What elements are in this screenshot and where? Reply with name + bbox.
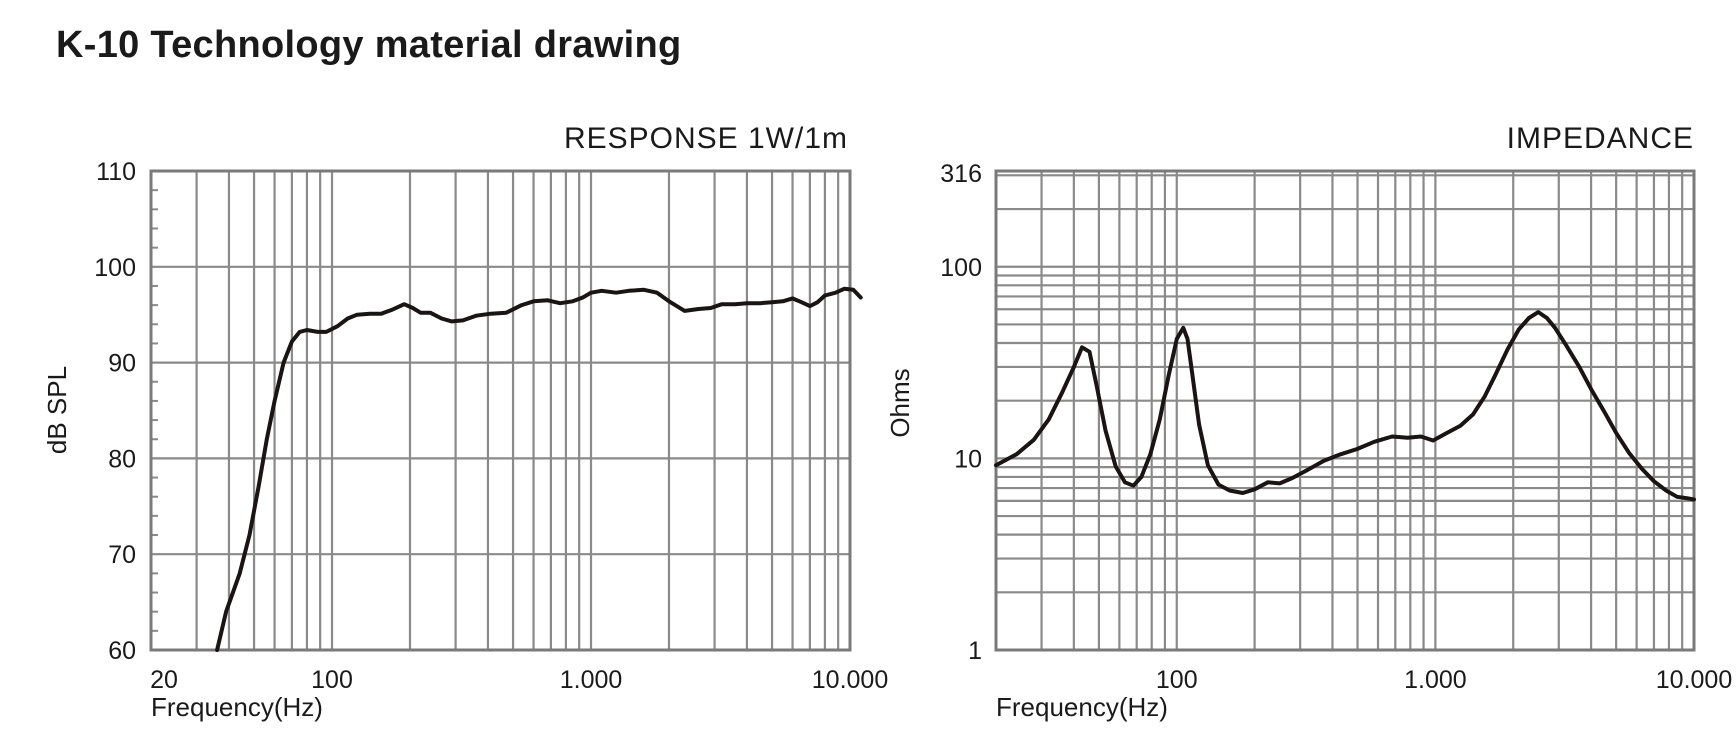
x-tick-label: 20: [150, 666, 178, 694]
x-tick-label: 1.000: [560, 666, 623, 694]
x-axis-label: Frequency(Hz): [151, 692, 323, 722]
y-tick-label: 100: [94, 254, 136, 282]
response-curve: [215, 286, 863, 652]
x-axis-label: Frequency(Hz): [996, 692, 1168, 722]
y-axis-label: dB SPL: [42, 366, 72, 454]
chart-impedance: [994, 169, 1696, 652]
y-tick-label: 110: [96, 158, 136, 186]
y-tick-label: 100: [940, 254, 982, 282]
plot-frame: [149, 169, 852, 652]
chart-title: IMPEDANCE: [1507, 122, 1694, 155]
y-axis-label: Ohms: [885, 368, 915, 437]
y-tick-label: 10: [954, 445, 982, 473]
x-tick-label: 10.000: [812, 666, 888, 694]
y-tick-label: 80: [108, 445, 136, 473]
x-tick-label: 100: [1156, 666, 1198, 694]
y-tick-label: 60: [108, 637, 136, 665]
x-tick-label: 10.000: [1656, 666, 1732, 694]
page-title: K-10 Technology material drawing: [56, 24, 682, 66]
chart-response: [149, 169, 863, 652]
y-tick-label: 1: [968, 637, 982, 665]
impedance-curve: [994, 310, 1696, 502]
chart-title: RESPONSE 1W/1m: [564, 122, 848, 155]
y-tick-label: 70: [108, 541, 136, 569]
plot-frame: [994, 169, 1696, 652]
y-tick-label: 316: [940, 160, 982, 188]
y-tick-label: 90: [108, 350, 136, 378]
x-tick-label: 100: [311, 666, 353, 694]
x-tick-label: 1.000: [1404, 666, 1467, 694]
